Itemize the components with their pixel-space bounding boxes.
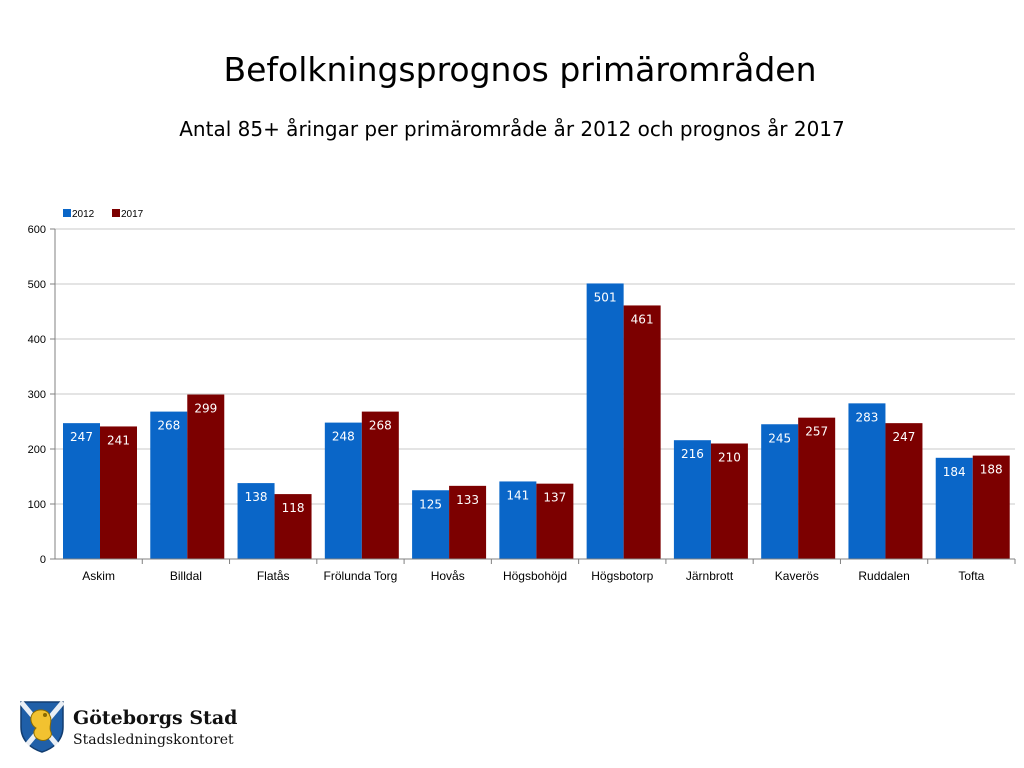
logo-unit-name: Stadsledningskontoret [73,732,234,748]
data-label: 247 [893,430,916,444]
legend: 2012 2017 [63,209,144,220]
bar-2012 [935,457,973,559]
data-label: 299 [194,402,217,416]
bar-2017 [187,394,225,559]
legend-swatch-2012 [63,209,71,217]
bar-chart: 2012 2017 0 100 200 300 400 500 600 247 241 268 29… [28,209,1016,583]
bar-2012 [63,423,100,559]
data-label: 138 [245,490,268,504]
data-label: 248 [332,430,355,444]
data-label: 133 [456,493,479,507]
chart-title: Befolkningsprognos primärområden [223,50,817,89]
data-label: 137 [543,491,566,505]
data-label: 241 [107,433,130,447]
y-axis: 0 100 200 300 400 500 600 [28,224,56,566]
x-tick-label: Frölunda Torg [324,569,398,583]
x-tick-label: Askim [82,569,115,583]
data-label: 501 [594,290,617,304]
bar-2017 [449,485,487,559]
bar-2012 [499,481,537,559]
x-tick-label: Ruddalen [858,569,909,583]
x-tick-label: Tofta [958,569,984,583]
data-label: 247 [70,430,93,444]
data-label: 461 [631,312,654,326]
y-tick-label: 100 [28,499,46,511]
bar-2017 [274,494,312,559]
x-tick-label: Järnbrott [686,569,734,583]
data-label: 216 [681,447,704,461]
city-crest-icon [19,700,65,753]
bar-2012 [150,411,188,559]
data-label: 268 [157,419,180,433]
bar-2012 [673,440,711,559]
legend-label-2012: 2012 [72,209,95,220]
bar-2017 [972,455,1010,559]
bar-2017 [361,411,399,559]
y-tick-label: 500 [28,279,46,291]
data-label: 257 [805,425,828,439]
bars: 247 241 268 299 138 118 248 268 125 133 141 137 501 4… [63,283,1010,559]
data-label: 283 [856,410,879,424]
data-label: 184 [943,465,966,479]
legend-swatch-2017 [112,209,120,217]
bar-2017 [623,305,661,559]
data-label: 245 [768,431,791,445]
x-axis: Askim Billdal Flatås Frölunda Torg Hovås Högs… [55,558,1016,583]
y-tick-label: 0 [40,554,46,566]
data-label: 268 [369,419,392,433]
data-label: 141 [506,488,529,502]
bar-2017 [885,423,923,559]
x-tick-label: Billdal [170,569,202,583]
legend-label-2017: 2017 [121,209,144,220]
data-label: 125 [419,497,442,511]
x-tick-label: Kaverös [775,569,819,583]
x-tick-label: Högsbotorp [591,569,653,583]
x-tick-label: Flatås [257,569,290,583]
data-label: 118 [282,501,305,515]
x-tick-label: Hovås [431,569,465,583]
bar-2012 [761,424,799,559]
goteborgs-stad-logo: Göteborgs Stad Stadsledningskontoret [18,699,258,755]
bar-2017 [100,426,137,559]
y-tick-label: 200 [28,444,46,456]
bar-2012 [324,422,362,559]
bar-2017 [536,483,574,559]
data-label: 188 [980,463,1003,477]
y-tick-label: 600 [28,224,46,236]
logo-org-name: Göteborgs Stad [73,707,238,729]
chart-subtitle: Antal 85+ åringar per primärområde år 20… [179,117,845,141]
bar-2012 [412,490,450,559]
bar-2012 [586,283,624,559]
bar-2017 [710,443,748,559]
x-tick-label: Högsbohöjd [503,569,567,583]
data-label: 210 [718,451,741,465]
bar-2012 [848,403,886,559]
bar-2017 [798,417,836,559]
y-tick-label: 400 [28,334,46,346]
y-tick-label: 300 [28,389,46,401]
bar-2012 [237,483,275,559]
